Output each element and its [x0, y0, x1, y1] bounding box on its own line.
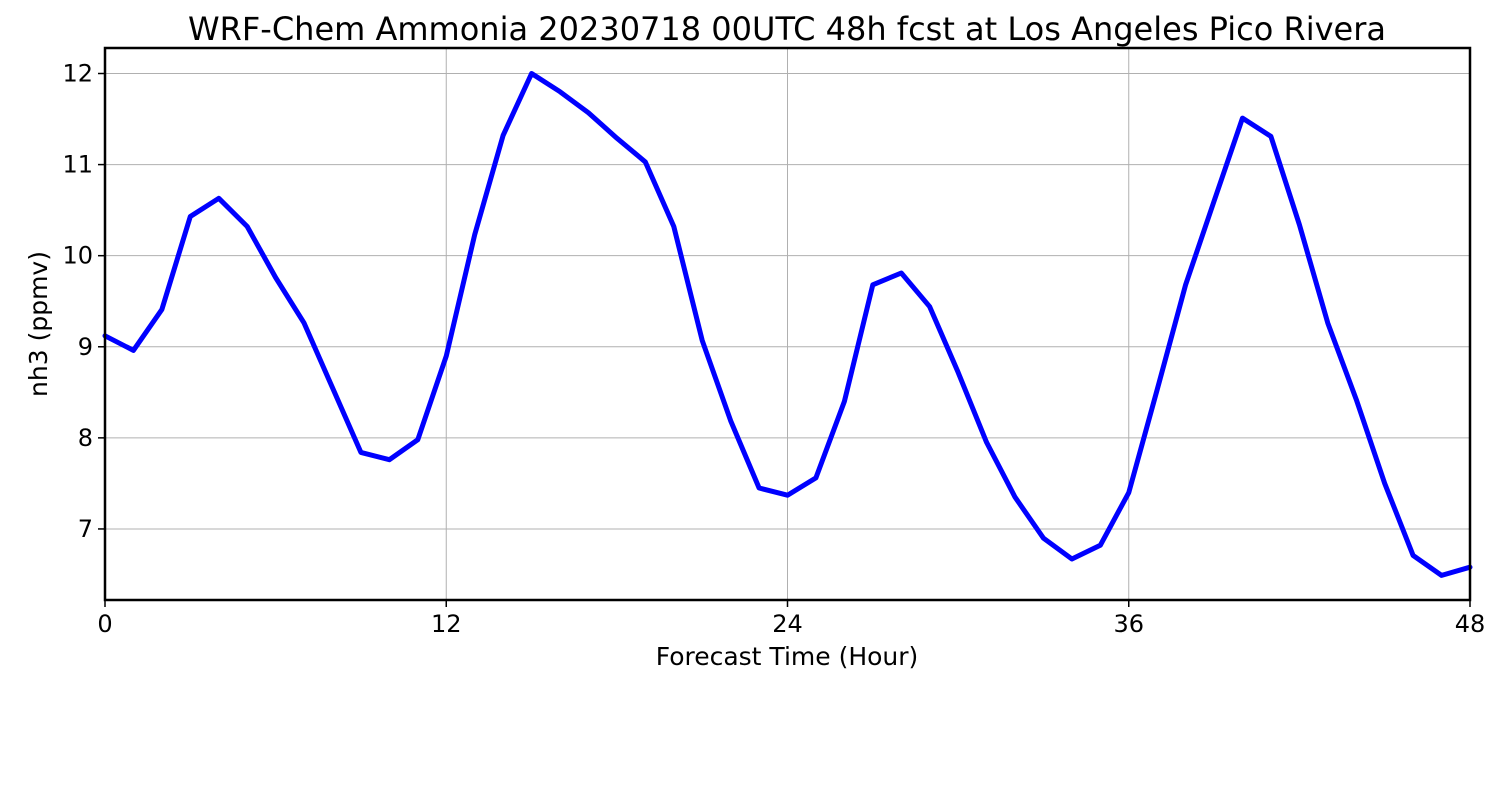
x-tick-label: 12: [431, 610, 462, 638]
x-axis-label: Forecast Time (Hour): [656, 642, 919, 671]
y-tick-label: 11: [62, 151, 93, 179]
y-tick-label: 9: [78, 333, 93, 361]
y-tick-label: 8: [78, 424, 93, 452]
x-tick-label: 48: [1455, 610, 1486, 638]
y-tick-label: 10: [62, 242, 93, 270]
x-tick-label: 36: [1113, 610, 1144, 638]
y-tick-label: 12: [62, 60, 93, 88]
y-tick-label: 7: [78, 515, 93, 543]
chart-title: WRF-Chem Ammonia 20230718 00UTC 48h fcst…: [188, 10, 1386, 48]
series-layer: [102, 71, 1473, 578]
ticks: 0 12 24 36 48 7 8 9 10 11 12: [62, 60, 1485, 638]
x-tick-label: 0: [97, 610, 112, 638]
y-axis-label: nh3 (ppmv): [24, 251, 53, 397]
x-tick-label: 24: [772, 610, 803, 638]
series-line: [102, 71, 1473, 578]
